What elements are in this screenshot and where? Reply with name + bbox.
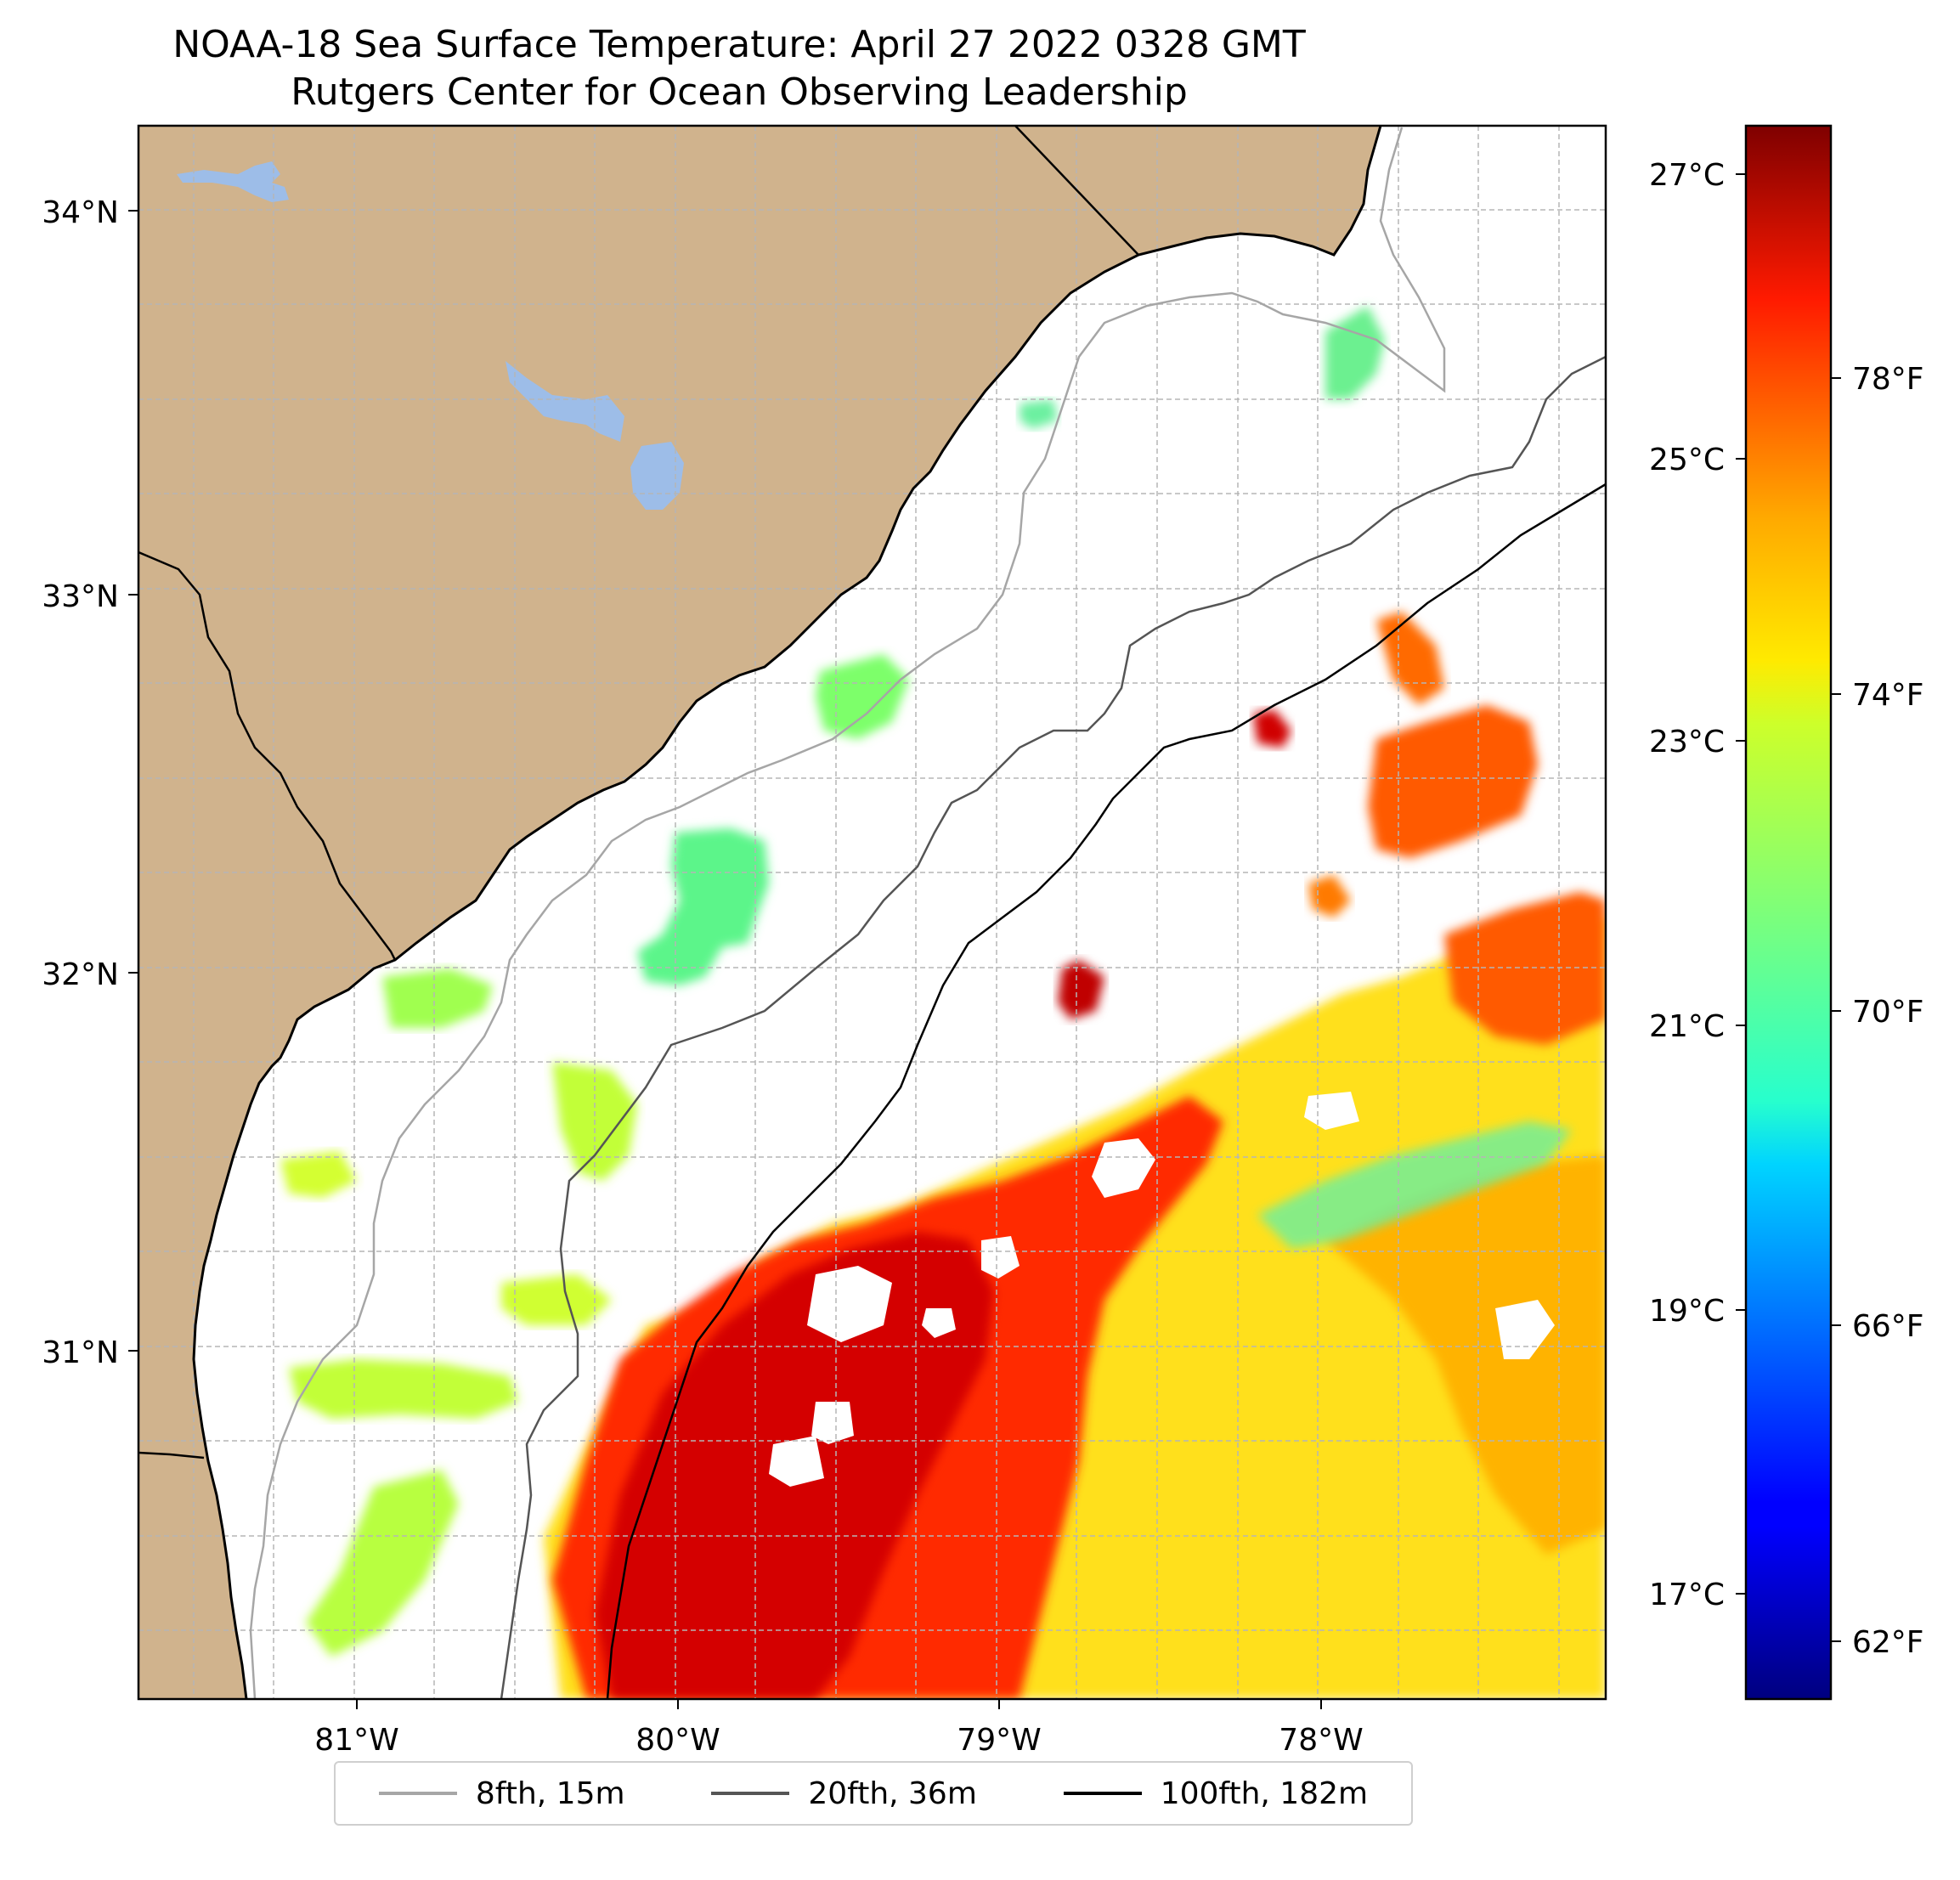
lat-tick-32: 32°N bbox=[42, 957, 119, 992]
lon-tick-78: 78°W bbox=[1279, 1723, 1363, 1758]
colorbar-f-70: 70°F bbox=[1852, 995, 1924, 1030]
land-mass bbox=[138, 126, 1381, 1699]
colorbar-f-78: 78°F bbox=[1852, 362, 1924, 397]
colorbar-c-27: 27°C bbox=[1649, 158, 1725, 193]
colorbar-f-74: 74°F bbox=[1852, 678, 1924, 713]
gridlines bbox=[138, 126, 1606, 1699]
lon-tick-79: 79°W bbox=[957, 1723, 1041, 1758]
isobath-legend: 8fth, 15m 20fth, 36m 100fth, 182m bbox=[334, 1761, 1413, 1826]
colorbar bbox=[1744, 124, 1833, 1701]
map-subtitle: Rutgers Center for Ocean Observing Leade… bbox=[291, 71, 1188, 114]
legend-item-8fth: 8fth, 15m bbox=[378, 1776, 625, 1811]
colorbar-c-23: 23°C bbox=[1649, 725, 1725, 759]
lake-marion bbox=[506, 361, 624, 442]
colorbar-ticks bbox=[1736, 173, 1841, 1642]
colorbar-c-21: 21°C bbox=[1649, 1009, 1725, 1044]
coastline bbox=[192, 126, 1382, 1699]
map-frame bbox=[137, 124, 1607, 1701]
lake-moultrie bbox=[630, 442, 684, 510]
legend-item-100fth: 100fth, 182m bbox=[1063, 1776, 1369, 1811]
colorbar-c-19: 19°C bbox=[1649, 1294, 1725, 1329]
colorbar-c-25: 25°C bbox=[1649, 443, 1725, 477]
state-border-ga-sc bbox=[138, 550, 397, 961]
lat-tick-34: 34°N bbox=[42, 195, 119, 230]
isobath-20fth bbox=[500, 355, 1606, 1699]
colorbar-f-66: 66°F bbox=[1852, 1309, 1924, 1344]
legend-swatch-8fth bbox=[378, 1792, 457, 1795]
map-title: NOAA-18 Sea Surface Temperature: April 2… bbox=[172, 23, 1306, 66]
sst-field bbox=[280, 306, 1606, 1699]
colorbar-f-62: 62°F bbox=[1852, 1625, 1924, 1660]
isobath-8fth bbox=[249, 127, 1446, 1699]
lat-tick-31: 31°N bbox=[42, 1335, 119, 1370]
legend-item-20fth: 20fth, 36m bbox=[711, 1776, 977, 1811]
state-border bbox=[1014, 126, 1139, 256]
legend-swatch-20fth bbox=[711, 1792, 790, 1795]
legend-label-8fth: 8fth, 15m bbox=[475, 1776, 625, 1811]
legend-label-100fth: 100fth, 182m bbox=[1160, 1776, 1369, 1811]
axis-ticks bbox=[128, 210, 1322, 1709]
lon-tick-80: 80°W bbox=[635, 1723, 720, 1758]
legend-label-20fth: 20fth, 36m bbox=[808, 1776, 977, 1811]
legend-swatch-100fth bbox=[1063, 1792, 1142, 1795]
colorbar-c-17: 17°C bbox=[1649, 1578, 1725, 1612]
reservoir-north bbox=[177, 161, 289, 202]
lon-tick-81: 81°W bbox=[314, 1723, 398, 1758]
lat-tick-33: 33°N bbox=[42, 579, 119, 614]
isobath-100fth bbox=[606, 483, 1606, 1699]
state-border-ga-fl bbox=[138, 1451, 205, 1459]
